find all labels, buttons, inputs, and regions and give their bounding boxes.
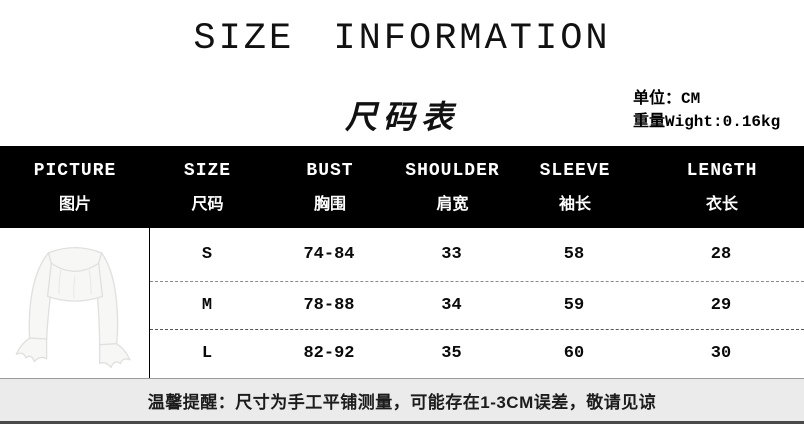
cell-size: M — [201, 296, 213, 315]
column-header-sleeve: SLEEVE 袖长 — [510, 146, 640, 228]
column-header-picture-en: PICTURE — [33, 160, 117, 181]
cell-length: 29 — [710, 296, 732, 315]
column-header-size-en: SIZE — [183, 160, 232, 181]
cell-sleeve: 58 — [563, 245, 585, 264]
column-header-sleeve-zh: 袖长 — [558, 195, 591, 213]
size-table-body: S 74-84 33 58 28 M 78-88 34 59 29 L 82-9… — [0, 228, 804, 378]
bottom-divider-bar — [0, 421, 804, 424]
measurement-notice-band: 温馨提醒：尺寸为手工平铺测量，可能存在1-3CM误差，敬请见谅 — [0, 378, 804, 421]
measurement-notice-text: 温馨提醒：尺寸为手工平铺测量，可能存在1-3CM误差，敬请见谅 — [147, 392, 657, 412]
table-header-band: PICTURE 图片 SIZE 尺码 BUST 胸围 SHOULDER 肩宽 S… — [0, 146, 804, 228]
size-table-rows: S 74-84 33 58 28 M 78-88 34 59 29 L 82-9… — [150, 228, 804, 378]
column-header-length: LENGTH 衣长 — [640, 146, 804, 228]
column-header-size: SIZE 尺码 — [150, 146, 265, 228]
product-photo-crop-top — [4, 232, 146, 374]
table-row-size-l: L 82-92 35 60 30 — [150, 330, 804, 377]
column-header-length-en: LENGTH — [686, 160, 758, 181]
column-header-length-zh: 衣长 — [705, 195, 738, 213]
cell-sleeve: 59 — [563, 296, 585, 315]
cell-length: 28 — [710, 245, 732, 264]
column-header-bust-en: BUST — [306, 160, 354, 181]
cell-shoulder: 35 — [441, 344, 462, 363]
product-picture-cell — [0, 228, 150, 378]
unit-weight-info: 单位：CM 重量Wight:0.16kg — [633, 88, 780, 134]
cell-shoulder: 34 — [441, 296, 462, 315]
weight-label: 重量Wight:0.16kg — [633, 113, 781, 131]
cell-size: L — [201, 344, 213, 363]
cell-shoulder: 33 — [441, 245, 462, 264]
table-row-size-s: S 74-84 33 58 28 — [150, 228, 804, 282]
column-header-size-zh: 尺码 — [191, 195, 224, 213]
cell-sleeve: 60 — [563, 344, 585, 363]
table-row-size-m: M 78-88 34 59 29 — [150, 282, 804, 330]
cell-bust: 78-88 — [303, 296, 355, 315]
page-title-chinese: 尺码表 — [344, 98, 459, 136]
cell-size: S — [201, 245, 213, 264]
column-header-picture: PICTURE 图片 — [0, 146, 150, 228]
cell-bust: 74-84 — [303, 245, 355, 264]
cell-bust: 82-92 — [303, 344, 355, 363]
column-header-shoulder-zh: 肩宽 — [436, 195, 469, 213]
column-header-picture-zh: 图片 — [58, 195, 91, 213]
column-header-shoulder-en: SHOULDER — [405, 160, 500, 181]
unit-label: 单位：CM — [633, 90, 701, 108]
cell-length: 30 — [710, 344, 732, 363]
column-header-bust: BUST 胸围 — [265, 146, 395, 228]
column-header-sleeve-en: SLEEVE — [539, 160, 611, 181]
page-title-english: SIZE INFORMATION — [193, 18, 611, 60]
column-header-shoulder: SHOULDER 肩宽 — [395, 146, 510, 228]
column-header-bust-zh: 胸围 — [313, 195, 346, 213]
page-header: SIZE INFORMATION 尺码表 单位：CM 重量Wight:0.16k… — [0, 0, 804, 146]
